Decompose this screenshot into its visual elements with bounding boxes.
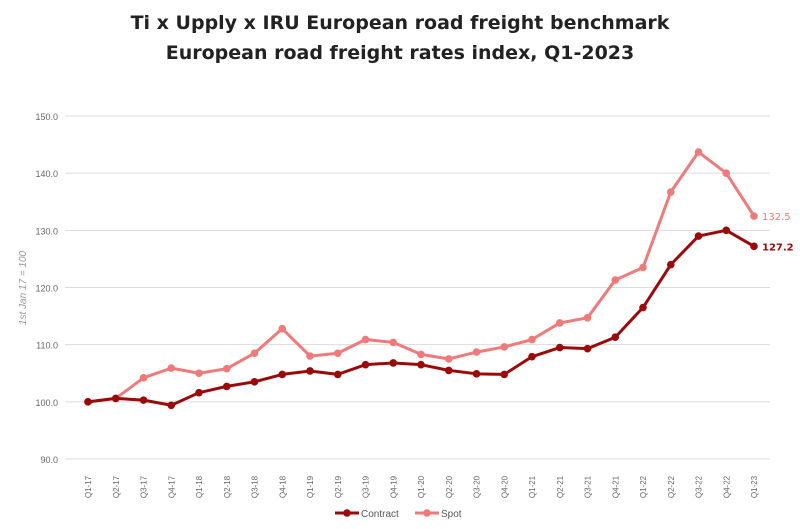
data-point-spot <box>694 148 703 156</box>
legend-marker-spot <box>423 509 431 517</box>
data-point-contract <box>306 367 314 375</box>
x-tick-label: Q2-19 <box>334 475 343 498</box>
x-tick-label: Q4-19 <box>389 475 398 498</box>
legend-label-spot: Spot <box>441 509 462 520</box>
series-line-contract <box>87 228 755 407</box>
data-point-contract <box>195 388 203 397</box>
data-point-spot <box>611 276 620 284</box>
data-point-spot <box>500 343 509 351</box>
x-tick-label: Q1-21 <box>528 475 537 498</box>
data-point-spot <box>139 374 148 382</box>
data-point-spot <box>167 364 176 372</box>
y-tick-label: 120.0 <box>35 284 58 294</box>
y-tick-label: 150.0 <box>35 112 58 122</box>
data-point-contract <box>611 333 620 342</box>
x-tick-label: Q2-20 <box>445 475 454 498</box>
data-point-contract <box>333 370 342 379</box>
data-point-contract <box>500 370 509 379</box>
data-point-spot <box>750 212 758 220</box>
end-label-contract: 127.2 <box>762 242 794 253</box>
data-point-spot <box>583 313 592 322</box>
data-point-contract <box>583 344 592 353</box>
data-point-spot <box>333 349 342 358</box>
data-point-spot <box>639 263 647 272</box>
x-tick-label: Q3-18 <box>251 475 260 498</box>
data-point-spot <box>666 188 675 196</box>
data-point-spot <box>444 355 453 363</box>
end-label-spot: 132.5 <box>762 212 791 223</box>
y-tick-label: 110.0 <box>36 341 58 351</box>
x-tick-label: Q3-21 <box>584 475 593 498</box>
x-tick-label: Q1-22 <box>639 475 648 498</box>
data-point-spot <box>722 169 731 177</box>
x-tick-label: Q3-17 <box>140 475 149 498</box>
x-tick-label: Q3-20 <box>473 475 482 498</box>
data-point-spot <box>417 350 425 359</box>
legend-marker-contract <box>343 509 351 517</box>
x-tick-label: Q4-21 <box>611 475 620 498</box>
x-tick-label: Q1-20 <box>417 475 426 498</box>
data-point-contract <box>139 396 148 404</box>
data-point-contract <box>167 401 176 410</box>
x-tick-label: Q1-23 <box>750 475 759 498</box>
data-point-spot <box>195 369 203 378</box>
x-tick-label: Q2-18 <box>223 475 232 498</box>
x-tick-label: Q3-22 <box>695 475 704 498</box>
chart-subtitle: European road freight rates index, Q1-20… <box>165 42 635 64</box>
data-point-contract <box>722 226 731 235</box>
x-tick-label: Q2-17 <box>112 475 121 498</box>
x-tick-label: Q2-22 <box>667 475 676 498</box>
x-tick-label: Q4-18 <box>278 475 287 498</box>
y-tick-label: 130.0 <box>35 226 58 236</box>
y-tick-label: 90.0 <box>40 455 58 465</box>
data-point-spot <box>278 324 287 333</box>
data-point-contract <box>250 378 259 386</box>
data-point-contract <box>389 359 398 367</box>
data-point-contract <box>666 260 675 269</box>
data-point-contract <box>750 242 758 251</box>
x-tick-label: Q4-17 <box>167 475 176 498</box>
y-axis-label: 1st Jan 17 = 100 <box>18 250 29 325</box>
x-tick-label: Q1-17 <box>84 475 93 498</box>
y-tick-label: 140.0 <box>35 169 58 179</box>
data-point-spot <box>222 364 231 373</box>
data-point-contract <box>222 382 231 391</box>
data-point-contract <box>361 360 370 369</box>
data-point-contract <box>555 343 564 352</box>
data-point-contract <box>444 366 453 375</box>
x-tick-label: Q4-20 <box>500 475 509 498</box>
data-point-contract <box>528 352 536 361</box>
data-point-spot <box>250 349 259 358</box>
data-point-contract <box>417 360 425 369</box>
data-point-spot <box>528 335 536 344</box>
y-tick-label: 100.0 <box>35 398 58 408</box>
data-point-contract <box>84 398 92 406</box>
x-tick-label: Q1-19 <box>306 475 315 498</box>
x-tick-label: Q2-21 <box>556 475 565 498</box>
data-point-spot <box>472 348 481 356</box>
x-tick-label: Q4-22 <box>722 475 731 498</box>
data-point-spot <box>306 352 314 360</box>
data-point-contract <box>694 232 703 240</box>
data-point-spot <box>555 319 564 327</box>
data-point-contract <box>111 394 120 403</box>
data-point-spot <box>361 335 370 344</box>
legend-label-contract: Contract <box>361 509 399 520</box>
x-tick-label: Q1-18 <box>195 475 204 498</box>
data-point-spot <box>389 338 398 347</box>
data-point-contract <box>472 370 481 378</box>
data-point-contract <box>278 370 287 379</box>
chart-title: Ti x Upply x IRU European road freight b… <box>130 12 670 34</box>
x-tick-label: Q3-19 <box>362 475 371 498</box>
data-point-contract <box>639 303 647 312</box>
